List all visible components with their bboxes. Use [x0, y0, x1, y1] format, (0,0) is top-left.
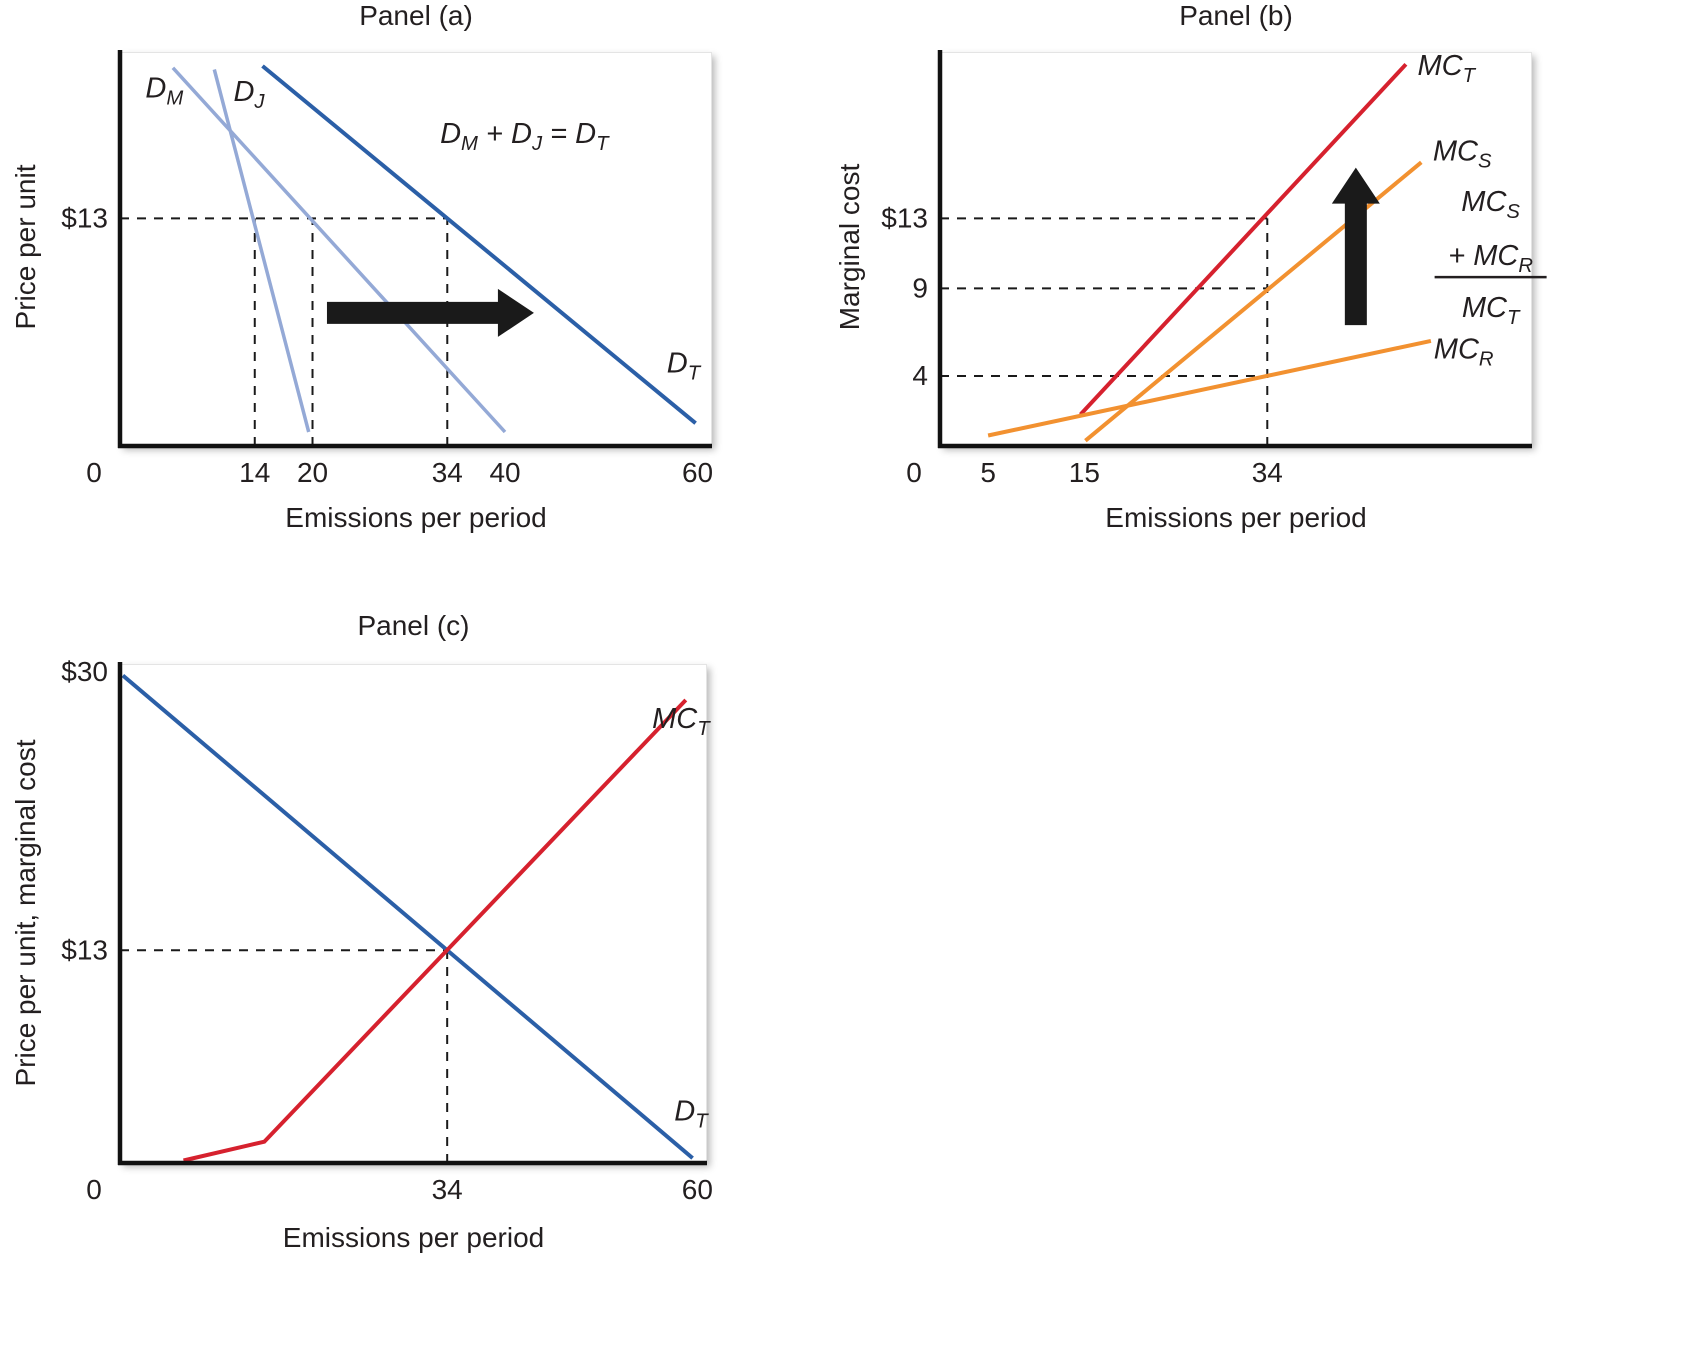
panel-a-y-axis-label: Price per unit — [10, 164, 41, 330]
series-label-demand-total: DT — [674, 1096, 709, 1133]
x-tick-label: 20 — [297, 457, 328, 488]
x-tick-label: 0 — [86, 457, 102, 488]
series-label-demand-total: DT — [667, 348, 702, 385]
shift-right-arrow-icon — [326, 288, 534, 337]
x-tick-label: 14 — [239, 457, 270, 488]
x-tick-label: 34 — [432, 457, 463, 488]
x-tick-label: 40 — [489, 457, 520, 488]
series-demand-total — [261, 64, 697, 425]
y-tick-label: $30 — [61, 656, 108, 687]
panel-b-chart: MCT MCS MCR MCS + MCR MCT 0 5 15 34 $13 9 4 — [881, 50, 1547, 488]
panel-b-x-axis-label: Emissions per period — [1105, 502, 1367, 533]
y-tick-label: 4 — [912, 360, 928, 391]
series-demand-j — [212, 69, 311, 433]
panel-a-x-axis-label: Emissions per period — [285, 502, 547, 533]
shift-up-arrow-icon — [1331, 167, 1380, 326]
panel-c-plot-area — [120, 664, 707, 1163]
panel-a-title: Panel (a) — [359, 0, 473, 31]
series-label-mc-s: MCS — [1433, 136, 1492, 173]
x-tick-label: 60 — [682, 1174, 713, 1205]
series-label-demand-j: DJ — [233, 76, 265, 113]
y-tick-label: $13 — [61, 202, 108, 233]
panel-c-y-axis-label: Price per unit, marginal cost — [10, 739, 41, 1087]
series-label-demand-m: DM — [145, 73, 183, 110]
fraction-denominator: MCT — [1462, 292, 1521, 329]
y-tick-label: $13 — [881, 202, 928, 233]
series-label-mc-total: MCT — [1418, 50, 1477, 87]
series-mc-total — [183, 698, 688, 1163]
panel-c-title: Panel (c) — [357, 610, 470, 641]
y-tick-label: 9 — [912, 272, 928, 303]
y-tick-label: $13 — [61, 934, 108, 965]
x-tick-label: 0 — [906, 457, 922, 488]
panel-b-title: Panel (b) — [1179, 0, 1293, 31]
fraction-numerator-line2: + MCR — [1448, 240, 1533, 277]
x-tick-label: 34 — [1252, 457, 1283, 488]
panel-c-x-axis-label: Emissions per period — [282, 1222, 545, 1253]
series-mc-r — [987, 338, 1432, 438]
panel-b-y-axis-label: Marginal cost — [834, 163, 865, 331]
x-tick-label: 0 — [86, 1174, 102, 1205]
x-tick-label: 15 — [1069, 457, 1100, 488]
series-mc-total — [1079, 62, 1408, 416]
panel-a-chart: DM DJ DT DM + DJ = DT 0 14 20 34 40 60 $13 — [61, 50, 713, 488]
series-label-mc-r: MCR — [1434, 333, 1494, 370]
x-tick-label: 60 — [682, 457, 713, 488]
sum-annotation: DM + DJ = DT — [440, 118, 610, 155]
fraction-numerator-line1: MCS — [1461, 186, 1520, 223]
series-mc-s — [1084, 160, 1423, 443]
panel-c-chart: DT MCT 0 34 60 $30 $13 — [61, 656, 713, 1205]
x-tick-label: 5 — [980, 457, 996, 488]
series-label-mc-total: MCT — [652, 703, 711, 740]
x-tick-label: 34 — [432, 1174, 463, 1205]
series-demand-total — [121, 673, 694, 1160]
